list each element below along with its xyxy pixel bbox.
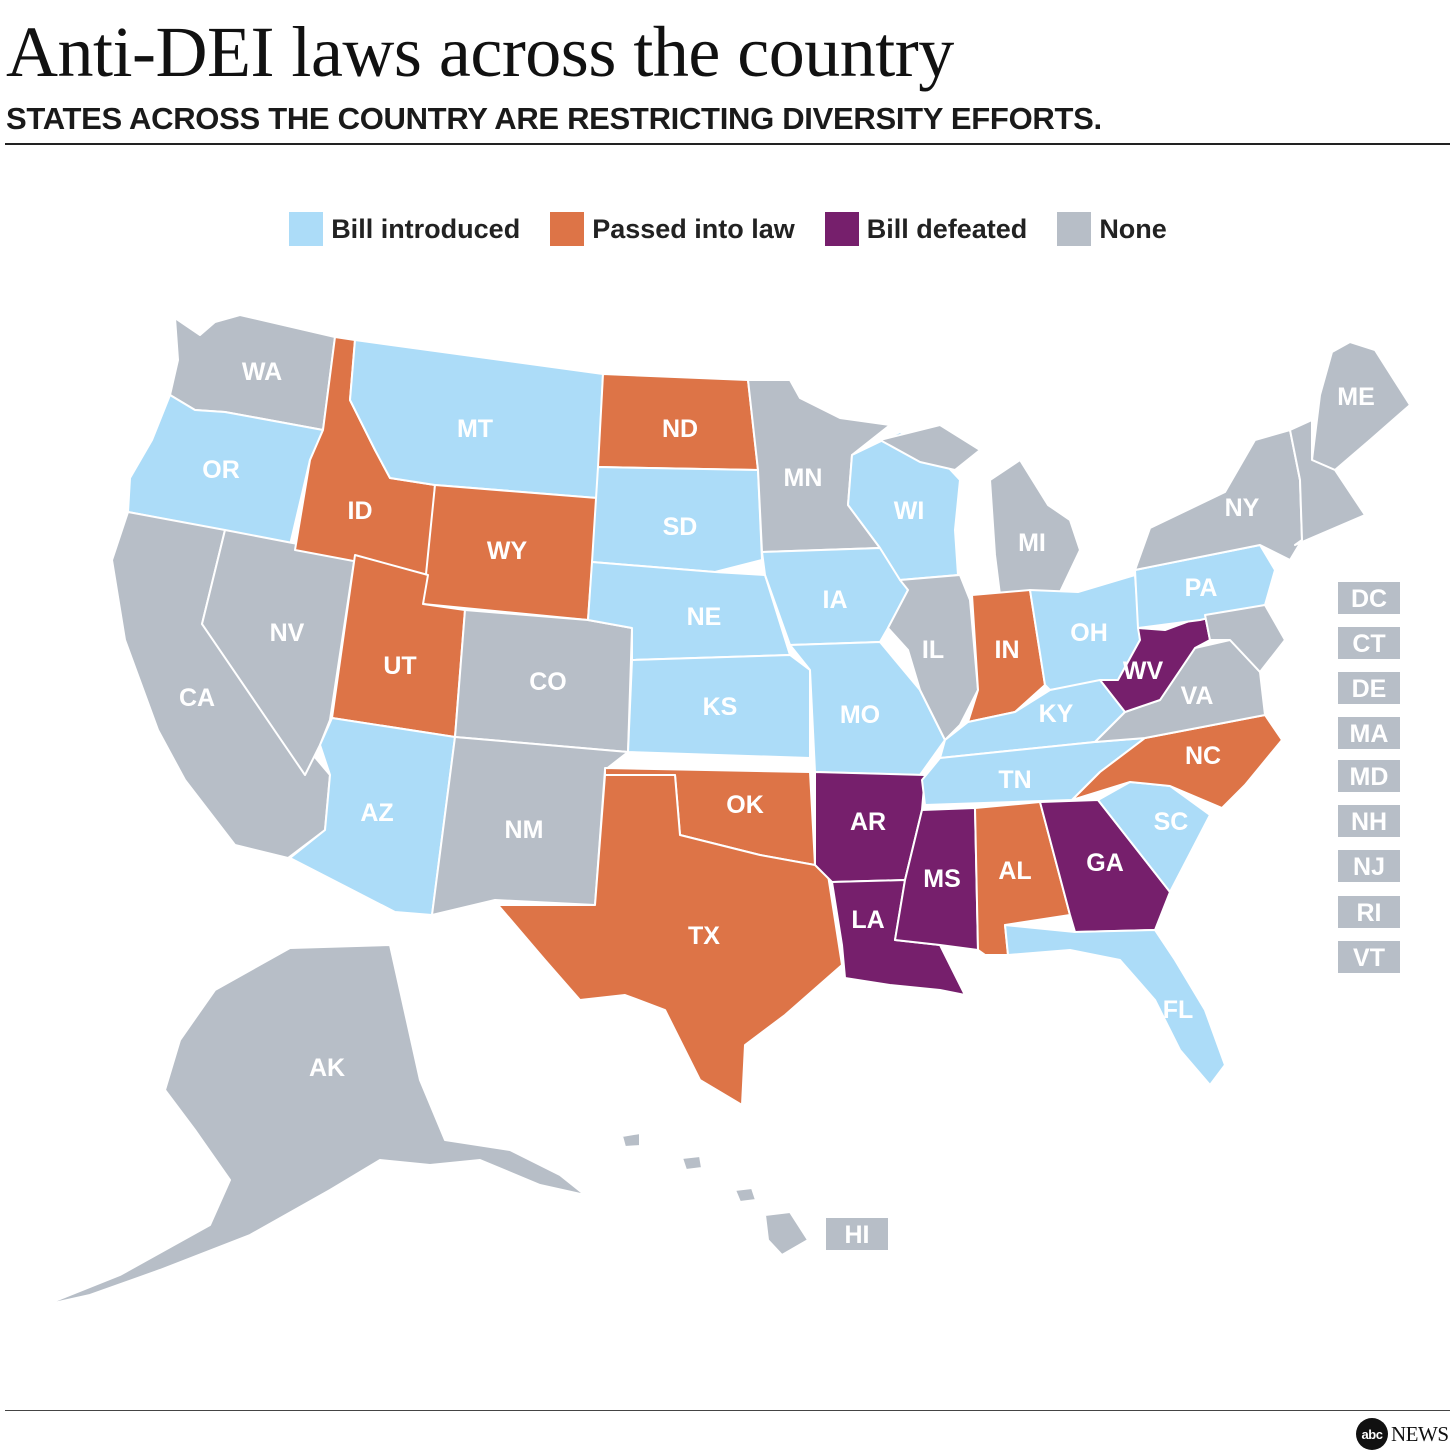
abc-news-logo: abc NEWS xyxy=(1356,1418,1449,1450)
tag-box-CT[interactable] xyxy=(1338,627,1400,659)
tag-box-MA[interactable] xyxy=(1338,717,1400,749)
state-AK[interactable] xyxy=(44,944,586,1306)
hi-label-box xyxy=(826,1218,888,1250)
legend-label: Bill introduced xyxy=(331,213,521,244)
tag-label-CT: CT xyxy=(1352,630,1385,658)
tag-label-DC: DC xyxy=(1351,585,1387,613)
state-label-VA: VA xyxy=(1181,682,1214,710)
state-label-OH: OH xyxy=(1070,619,1108,647)
state-NC[interactable] xyxy=(1071,714,1283,809)
tag-box-RI[interactable] xyxy=(1338,896,1400,928)
legend-label: Passed into law xyxy=(592,213,795,244)
tag-box-NH[interactable] xyxy=(1338,805,1400,837)
legend-swatch-none xyxy=(1057,212,1092,246)
state-labels: WA OR CA NV ID MT WY UT AZ CO NM ND SD N… xyxy=(179,358,1389,1249)
abc-logo-text: NEWS xyxy=(1391,1421,1449,1446)
state-label-WV: WV xyxy=(1123,657,1164,685)
small-states-list xyxy=(1338,582,1400,973)
title-divider xyxy=(5,143,1450,145)
legend-label: None xyxy=(1099,213,1167,244)
state-label-AR: AR xyxy=(850,808,886,836)
abc-logo-icon: abc xyxy=(1356,1418,1388,1450)
state-label-NC: NC xyxy=(1185,742,1221,770)
legend: Bill introduced Passed into law Bill def… xyxy=(0,212,1456,246)
state-label-TX: TX xyxy=(688,922,720,950)
state-label-IN: IN xyxy=(995,636,1020,664)
state-label-KS: KS xyxy=(703,693,738,721)
legend-item-introduced: Bill introduced xyxy=(289,212,520,246)
state-SD[interactable] xyxy=(591,466,763,573)
state-label-CO: CO xyxy=(529,668,567,696)
state-NY[interactable] xyxy=(1134,429,1303,571)
tag-label-VT: VT xyxy=(1353,944,1385,972)
state-KS[interactable] xyxy=(627,654,811,759)
state-label-MT: MT xyxy=(457,415,493,443)
tag-box-DE[interactable] xyxy=(1338,672,1400,704)
tag-box-DC[interactable] xyxy=(1338,582,1400,614)
state-label-TN: TN xyxy=(998,766,1031,794)
state-SC[interactable] xyxy=(1097,781,1211,893)
state-label-LA: LA xyxy=(851,906,884,934)
state-label-IL: IL xyxy=(922,636,944,664)
state-label-NM: NM xyxy=(505,816,544,844)
legend-label: Bill defeated xyxy=(866,213,1028,244)
state-label-ND: ND xyxy=(662,415,698,443)
tag-label-RI: RI xyxy=(1357,899,1382,927)
state-label-NY: NY xyxy=(1225,494,1260,522)
state-label-MS: MS xyxy=(923,865,961,893)
state-label-KY: KY xyxy=(1039,700,1074,728)
state-label-SC: SC xyxy=(1154,808,1189,836)
state-label-PA: PA xyxy=(1185,574,1218,602)
state-label-AK: AK xyxy=(309,1054,345,1082)
legend-swatch-introduced xyxy=(289,212,324,246)
state-OR[interactable] xyxy=(127,394,324,546)
tag-label-MD: MD xyxy=(1350,763,1389,791)
state-FL[interactable] xyxy=(1004,924,1226,1086)
state-label-WY: WY xyxy=(487,537,528,565)
state-MI[interactable] xyxy=(879,424,1081,596)
tag-label-NJ: NJ xyxy=(1353,853,1385,881)
state-label-IA: IA xyxy=(823,586,848,614)
state-label-GA: GA xyxy=(1086,849,1124,877)
legend-item-none: None xyxy=(1057,212,1167,246)
state-MD-block[interactable] xyxy=(1204,604,1286,673)
legend-swatch-defeated xyxy=(824,212,859,246)
state-label-AL: AL xyxy=(998,857,1031,885)
footer-divider xyxy=(5,1410,1450,1411)
state-label-NE: NE xyxy=(687,603,722,631)
legend-swatch-passed xyxy=(550,212,585,246)
tag-box-MD[interactable] xyxy=(1338,760,1400,792)
state-label-AZ: AZ xyxy=(360,799,393,827)
state-label-ID: ID xyxy=(348,497,373,525)
tag-box-NJ[interactable] xyxy=(1338,850,1400,882)
state-label-MI: MI xyxy=(1018,529,1046,557)
tag-box-VT[interactable] xyxy=(1338,941,1400,973)
page-subtitle: STATES ACROSS THE COUNTRY ARE RESTRICTIN… xyxy=(6,101,1102,136)
legend-item-passed: Passed into law xyxy=(550,212,795,246)
state-TX[interactable] xyxy=(497,774,843,1106)
state-label-NV: NV xyxy=(270,619,305,647)
state-label-MN: MN xyxy=(784,464,823,492)
state-label-WA: WA xyxy=(242,358,282,386)
state-HI[interactable] xyxy=(621,1132,809,1256)
state-label-MO: MO xyxy=(840,701,880,729)
state-label-OK: OK xyxy=(726,791,764,819)
state-label-WI: WI xyxy=(894,497,925,525)
state-label-UT: UT xyxy=(383,652,416,680)
state-NE-block[interactable] xyxy=(1289,419,1366,546)
state-label-FL: FL xyxy=(1163,996,1194,1024)
state-label-OR: OR xyxy=(202,456,240,484)
state-label-HI: HI xyxy=(845,1221,870,1249)
tag-label-NH: NH xyxy=(1351,808,1387,836)
state-label-SD: SD xyxy=(663,513,698,541)
legend-item-defeated: Bill defeated xyxy=(824,212,1028,246)
state-label-CA: CA xyxy=(179,684,215,712)
tag-label-DE: DE xyxy=(1352,675,1387,703)
state-label-ME: ME xyxy=(1337,383,1375,411)
page-title: Anti-DEI laws across the country xyxy=(6,12,954,92)
state-MO[interactable] xyxy=(789,641,946,776)
tag-label-MA: MA xyxy=(1350,720,1389,748)
